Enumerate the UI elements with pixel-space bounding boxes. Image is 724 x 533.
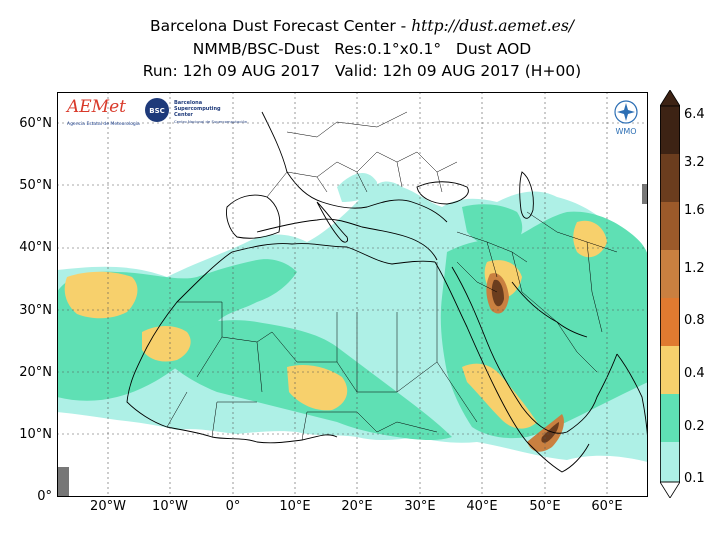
title-url: http://dust.aemet.es/ (411, 17, 575, 35)
colorbar-bin-3.2 (660, 154, 680, 202)
dust-layer-high (486, 273, 564, 452)
x-tick-10w: 10°W (152, 499, 188, 514)
colorbar-bin-1.6 (660, 202, 680, 250)
aod-colorbar (660, 90, 680, 498)
bsc-logo: BSC Barcelona Supercomputing Center Cent… (145, 98, 248, 124)
colorbar-label-1.2: 1.2 (684, 261, 705, 276)
x-tick-20w: 20°W (90, 499, 126, 514)
colorbar-max-arrow (660, 90, 680, 107)
aod-3.2-iraq (491, 279, 504, 307)
colorbar-label-0.2: 0.2 (684, 419, 705, 434)
bsc-logo-name-3: Center (174, 112, 193, 118)
aod-0.4-atlantic (64, 271, 138, 319)
coast-black-sea (416, 181, 469, 205)
x-tick-10e: 10°E (279, 499, 311, 514)
aemet-logo-text: AEMet (65, 97, 126, 117)
coast-africa-west (126, 251, 338, 444)
graticule (57, 92, 648, 497)
borders (166, 111, 618, 441)
coast-mediterranean (256, 218, 438, 261)
aod-3.2-yemen (541, 422, 559, 443)
y-tick-60n: 60°N (19, 116, 52, 131)
coast-iberia (226, 194, 281, 239)
no-data-ne (642, 184, 648, 204)
colorbar-frame (660, 105, 680, 483)
colorbar-label-0.1: 0.1 (684, 471, 705, 486)
colorbar-bin-0.4 (660, 346, 680, 394)
bsc-logo-subtitle: Centro Nacional de Supercomputación (174, 119, 248, 124)
y-tick-30n: 30°N (19, 303, 52, 318)
colorbar-bin-6.4 (660, 106, 680, 154)
x-tick-60e: 60°E (591, 499, 623, 514)
colorbar-bin-0.2 (660, 394, 680, 442)
colorbar-label-6.4: 6.4 (684, 107, 705, 122)
title-line-2: NMMB/BSC-Dust Res:0.1°x0.1° Dust AOD (192, 40, 532, 58)
wmo-star-icon (617, 103, 635, 121)
dust-aod-map: AEMet Agencia Estatal de Meteorología BS… (57, 92, 648, 497)
colorbar-label-3.2: 3.2 (684, 155, 705, 170)
x-tick-30e: 30°E (404, 499, 436, 514)
map-frame (57, 92, 648, 497)
x-tick-0: 0° (225, 499, 241, 514)
colorbar-label-0.4: 0.4 (684, 366, 705, 381)
no-data-layer (57, 184, 648, 497)
aemet-logo: AEMet Agencia Estatal de Meteorología (65, 97, 140, 127)
colorbar-bin-1.2 (660, 250, 680, 298)
colorbar-bin-0.8 (660, 298, 680, 346)
aemet-logo-subtitle: Agencia Estatal de Meteorología (67, 120, 140, 127)
y-tick-10n: 10°N (19, 427, 52, 442)
aod-0.4-sahel (287, 365, 348, 411)
title-line-3: Run: 12h 09 AUG 2017 Valid: 12h 09 AUG 2… (142, 62, 582, 80)
aod-0.2-mideast (462, 204, 523, 248)
coast-europe (261, 111, 448, 223)
wmo-emblem-icon (614, 100, 638, 124)
coast-arabia (451, 266, 618, 434)
border-lines-africa-south (166, 361, 478, 441)
coast-italy (316, 201, 348, 243)
no-data-sw (57, 467, 69, 497)
colorbar-min-arrow (660, 481, 680, 498)
colorbar-label-1.6: 1.6 (684, 203, 705, 218)
title-prefix: Barcelona Dust Forecast Center - (149, 17, 412, 35)
coast-caspian (519, 171, 534, 219)
colorbar-label-0.8: 0.8 (684, 313, 705, 328)
x-tick-50e: 50°E (529, 499, 561, 514)
coast-africa-north (231, 243, 436, 265)
border-lines-europe (266, 111, 458, 198)
x-tick-40e: 40°E (466, 499, 498, 514)
coast-somalia (526, 441, 590, 473)
bsc-logo-name-1: Barcelona (174, 100, 202, 106)
title-line-1: Barcelona Dust Forecast Center - http://… (0, 16, 724, 37)
bsc-logo-icon (145, 98, 169, 122)
y-tick-20n: 20°N (19, 365, 52, 380)
border-lines-mideast (456, 211, 618, 373)
y-tick-50n: 50°N (19, 178, 52, 193)
colorbar-bin-0.1 (660, 442, 680, 482)
bsc-logo-name-2: Supercomputing (174, 106, 221, 112)
coast-india (616, 353, 648, 443)
aod-1.2-yemen (527, 414, 564, 452)
coastlines (126, 111, 648, 473)
y-tick-0: 0° (37, 489, 52, 504)
y-tick-40n: 40°N (19, 240, 52, 255)
wmo-logo: WMO (614, 100, 638, 136)
bsc-logo-initials: BSC (149, 107, 165, 115)
coast-red-sea (434, 261, 528, 443)
wmo-logo-text: WMO (615, 127, 636, 136)
x-tick-20e: 20°E (341, 499, 373, 514)
